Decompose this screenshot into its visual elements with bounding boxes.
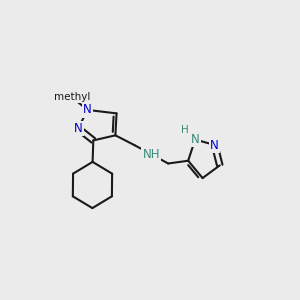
Text: N: N	[83, 103, 92, 116]
Text: N: N	[74, 122, 82, 135]
Text: N: N	[191, 133, 200, 146]
Text: H: H	[182, 125, 189, 135]
Text: methyl: methyl	[54, 92, 90, 102]
Text: N: N	[210, 139, 219, 152]
Text: NH: NH	[143, 148, 160, 161]
